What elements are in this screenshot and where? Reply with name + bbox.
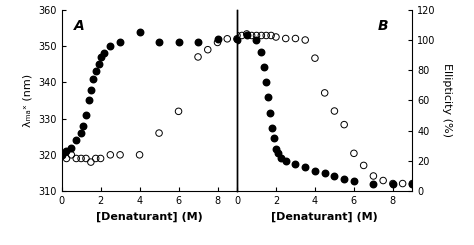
X-axis label: [Denaturant] (M): [Denaturant] (M) <box>271 211 378 222</box>
Point <box>116 153 124 157</box>
Point <box>87 88 95 92</box>
Point <box>77 131 85 135</box>
Point <box>301 38 309 42</box>
Point <box>282 37 290 40</box>
Point <box>223 37 231 41</box>
Point <box>340 177 348 181</box>
Point <box>277 156 284 160</box>
Point <box>292 162 299 166</box>
Point <box>267 34 275 37</box>
Point <box>399 182 406 185</box>
Point <box>243 32 251 36</box>
Point <box>272 35 280 39</box>
Point <box>92 157 100 160</box>
Point <box>379 179 387 183</box>
Point <box>63 149 70 153</box>
Point <box>261 65 268 69</box>
Point <box>155 131 163 135</box>
Point <box>82 157 90 160</box>
Point <box>194 55 202 59</box>
Point <box>301 165 309 169</box>
Point <box>270 136 278 140</box>
Point <box>89 77 97 81</box>
Point <box>268 126 276 130</box>
Point <box>282 159 290 163</box>
Point <box>253 34 260 37</box>
Point <box>97 55 104 59</box>
Point <box>107 44 114 48</box>
Point <box>272 147 280 151</box>
Point <box>155 40 163 44</box>
Point <box>63 157 70 160</box>
Point <box>389 182 397 185</box>
Point <box>311 170 319 173</box>
Point <box>136 30 143 34</box>
Point <box>87 160 95 164</box>
Point <box>107 153 114 157</box>
Point <box>321 171 328 175</box>
Point <box>233 38 241 42</box>
Point <box>82 113 90 117</box>
Point <box>233 34 241 37</box>
Point <box>68 153 75 157</box>
Point <box>263 80 270 84</box>
Point <box>350 151 358 155</box>
Point <box>175 40 182 44</box>
Y-axis label: Ellipticity (%): Ellipticity (%) <box>442 63 452 137</box>
Point <box>311 56 319 60</box>
Point <box>331 109 338 113</box>
Point <box>214 40 221 44</box>
Point <box>233 37 241 41</box>
Point <box>253 38 260 42</box>
Point <box>370 182 377 185</box>
X-axis label: [Denaturant] (M): [Denaturant] (M) <box>96 211 203 222</box>
Point <box>79 124 87 128</box>
Point <box>238 34 246 37</box>
Text: A: A <box>74 19 85 33</box>
Point <box>243 34 251 37</box>
Point <box>292 37 299 40</box>
Point <box>194 40 202 44</box>
Point <box>97 157 104 160</box>
Point <box>92 70 100 74</box>
Point <box>266 110 274 114</box>
Point <box>68 146 75 149</box>
Point <box>73 157 80 160</box>
Point <box>409 182 416 185</box>
Point <box>321 91 328 95</box>
Point <box>257 34 265 37</box>
Point <box>100 51 108 55</box>
Point <box>274 151 282 155</box>
Point <box>263 34 270 37</box>
Point <box>257 50 265 54</box>
Point <box>58 153 65 157</box>
Point <box>77 157 85 160</box>
Point <box>264 96 272 99</box>
Text: B: B <box>377 19 388 33</box>
Point <box>73 138 80 142</box>
Point <box>116 40 124 44</box>
Point <box>370 174 377 178</box>
Point <box>331 174 338 178</box>
Point <box>233 37 241 41</box>
Point <box>136 153 143 157</box>
Point <box>350 179 358 183</box>
Point <box>85 98 93 102</box>
Point <box>58 153 65 157</box>
Point <box>175 109 182 113</box>
Point <box>204 48 211 52</box>
Y-axis label: λₘₐˣ (nm): λₘₐˣ (nm) <box>23 74 33 127</box>
Point <box>409 182 416 185</box>
Point <box>248 34 255 37</box>
Point <box>95 62 102 66</box>
Point <box>214 37 221 41</box>
Point <box>340 123 348 127</box>
Point <box>389 182 397 185</box>
Point <box>360 163 367 167</box>
